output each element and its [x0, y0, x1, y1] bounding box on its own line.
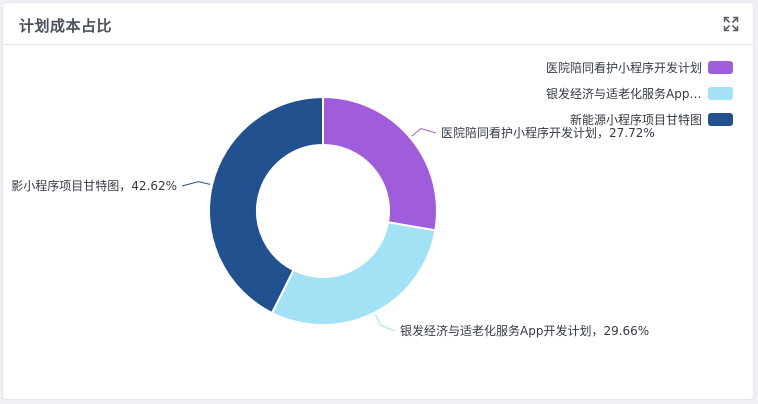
- legend-swatch: [708, 86, 733, 100]
- legend-label: 银发经济与适老化服务App开发计划: [546, 86, 702, 101]
- card-title: 计划成本占比: [19, 17, 113, 35]
- legend-swatch: [708, 60, 733, 74]
- chart-card: 计划成本占比 医院陪同看护小程序开发计划，27.72% 银发经济与适老化服务App…: [2, 2, 754, 400]
- legend-item-hospital[interactable]: 医院陪同看护小程序开发计划: [546, 60, 733, 75]
- legend-label: 医院陪同看护小程序开发计划: [546, 60, 702, 75]
- legend-label: 新能源小程序项目甘特图: [569, 112, 702, 127]
- slice-data-label: 医院陪同看护小程序开发计划，27.72%: [441, 125, 655, 140]
- legend-item-silver-economy[interactable]: 银发经济与适老化服务App开发计划: [546, 86, 733, 101]
- legend-swatch: [708, 112, 733, 126]
- pie-slice[interactable]: [271, 221, 437, 326]
- legend-item-new-energy[interactable]: 新能源小程序项目甘特图: [546, 112, 733, 127]
- expand-icon[interactable]: [723, 16, 739, 32]
- label-leader-line: [411, 127, 437, 137]
- pie-slice[interactable]: [322, 96, 438, 232]
- card-header: 计划成本占比: [3, 3, 753, 45]
- slice-data-label: 银发经济与适老化服务App开发计划，29.66%: [400, 323, 649, 338]
- donut-chart: 医院陪同看护小程序开发计划，27.72% 银发经济与适老化服务App开发计划，29…: [11, 96, 655, 338]
- chart-legend: 医院陪同看护小程序开发计划 银发经济与适老化服务App开发计划 新能源小程序项目…: [546, 60, 733, 138]
- label-leader-line: [181, 181, 211, 187]
- pie-slice[interactable]: [208, 96, 324, 314]
- slice-data-label: 影小程序项目甘特图，42.62%: [11, 178, 177, 193]
- label-leader-line: [374, 314, 396, 332]
